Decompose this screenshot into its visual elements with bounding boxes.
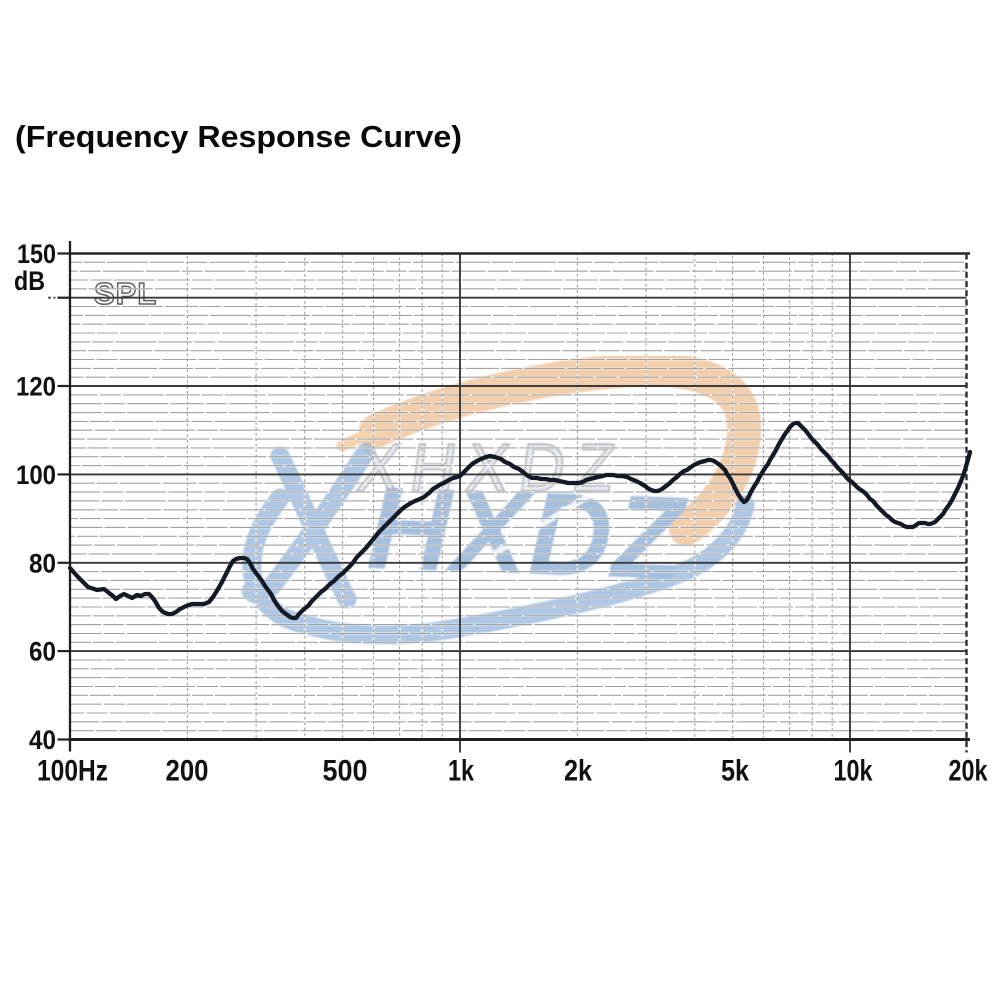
svg-text:10k: 10k xyxy=(834,755,873,788)
svg-text:150: 150 xyxy=(17,239,56,269)
svg-text:100Hz: 100Hz xyxy=(37,755,108,788)
svg-text:80: 80 xyxy=(29,548,56,578)
svg-text:(Frequency Response Curve): (Frequency Response Curve) xyxy=(15,119,462,154)
svg-text:200: 200 xyxy=(166,755,209,788)
svg-text:XHXDZ: XHXDZ xyxy=(353,430,631,506)
svg-text:20k: 20k xyxy=(949,755,988,788)
svg-text:dB: dB xyxy=(14,266,45,296)
svg-text:2k: 2k xyxy=(564,755,592,788)
svg-text:60: 60 xyxy=(29,637,56,667)
svg-text:100: 100 xyxy=(16,460,56,490)
svg-text:500: 500 xyxy=(323,755,368,788)
svg-text:5k: 5k xyxy=(721,755,749,788)
svg-text:120: 120 xyxy=(16,372,56,402)
svg-text:40: 40 xyxy=(29,725,56,755)
svg-text:1k: 1k xyxy=(448,755,474,788)
